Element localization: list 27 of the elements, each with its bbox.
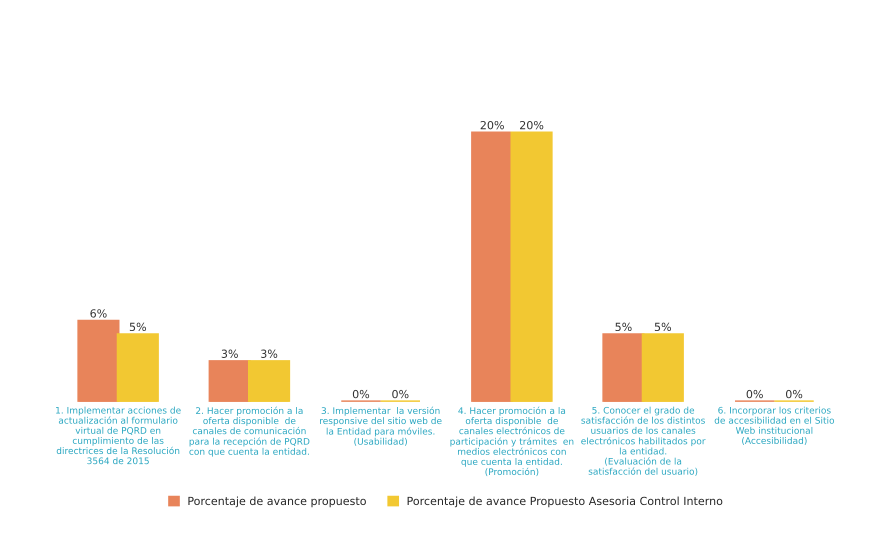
x-tick-label: 4. Hacer promoción a la oferta disponible de canales electrónicos de participación y trámites en medios electrónicos con que cuenta la entidad. (Promoción) (450, 406, 574, 476)
data-label: 3% (261, 350, 278, 358)
data-label: 5% (654, 322, 672, 332)
legend-label: Porcentaje de avance propuesto (188, 496, 366, 508)
bar (116, 333, 159, 402)
data-label: 3% (222, 350, 238, 358)
bar (77, 320, 120, 402)
data-label: 0% (352, 390, 370, 398)
data-label: 5% (130, 322, 146, 332)
x-tick-label: 5. Conocer el grado de satisfacción de los distintos usuarios de los canales electrónicos habilitados por la entidad. (Evaluación de la satisfacción del usuario) (581, 406, 706, 476)
data-label: 6% (90, 309, 107, 318)
data-label: 20% (480, 120, 504, 130)
data-label: 0% (786, 390, 802, 398)
data-label: 0% (392, 390, 409, 398)
x-tick-label: 6. Incorporar los criterios de accesibilidad en el Sitio Web institucional (Accesibilidad) (714, 406, 834, 446)
bar (471, 132, 514, 402)
x-tick-label: 3. Implementar la versión responsive del sitio web de la Entidad para móviles. (Usabilidad) (320, 406, 442, 446)
data-label: 5% (615, 322, 632, 332)
bar (510, 132, 553, 402)
legend-label: Porcentaje de avance Propuesto Asesoria Control Interno (408, 496, 722, 508)
x-tick-label: 2. Hacer promoción a la oferta disponible de canales de comunicación para la recepción de PQRD con que cuenta la entidad. (189, 406, 310, 457)
bar (248, 360, 290, 402)
x-tick-label: 1. Implementar acciones de actualización al formulario virtual de PQRD en cumplimiento de las directrices de la Resolución 3564 de 2015 (56, 406, 181, 464)
data-label: 0% (746, 390, 763, 398)
bar (642, 333, 684, 402)
data-label: 20% (520, 120, 544, 130)
bar (208, 360, 251, 402)
